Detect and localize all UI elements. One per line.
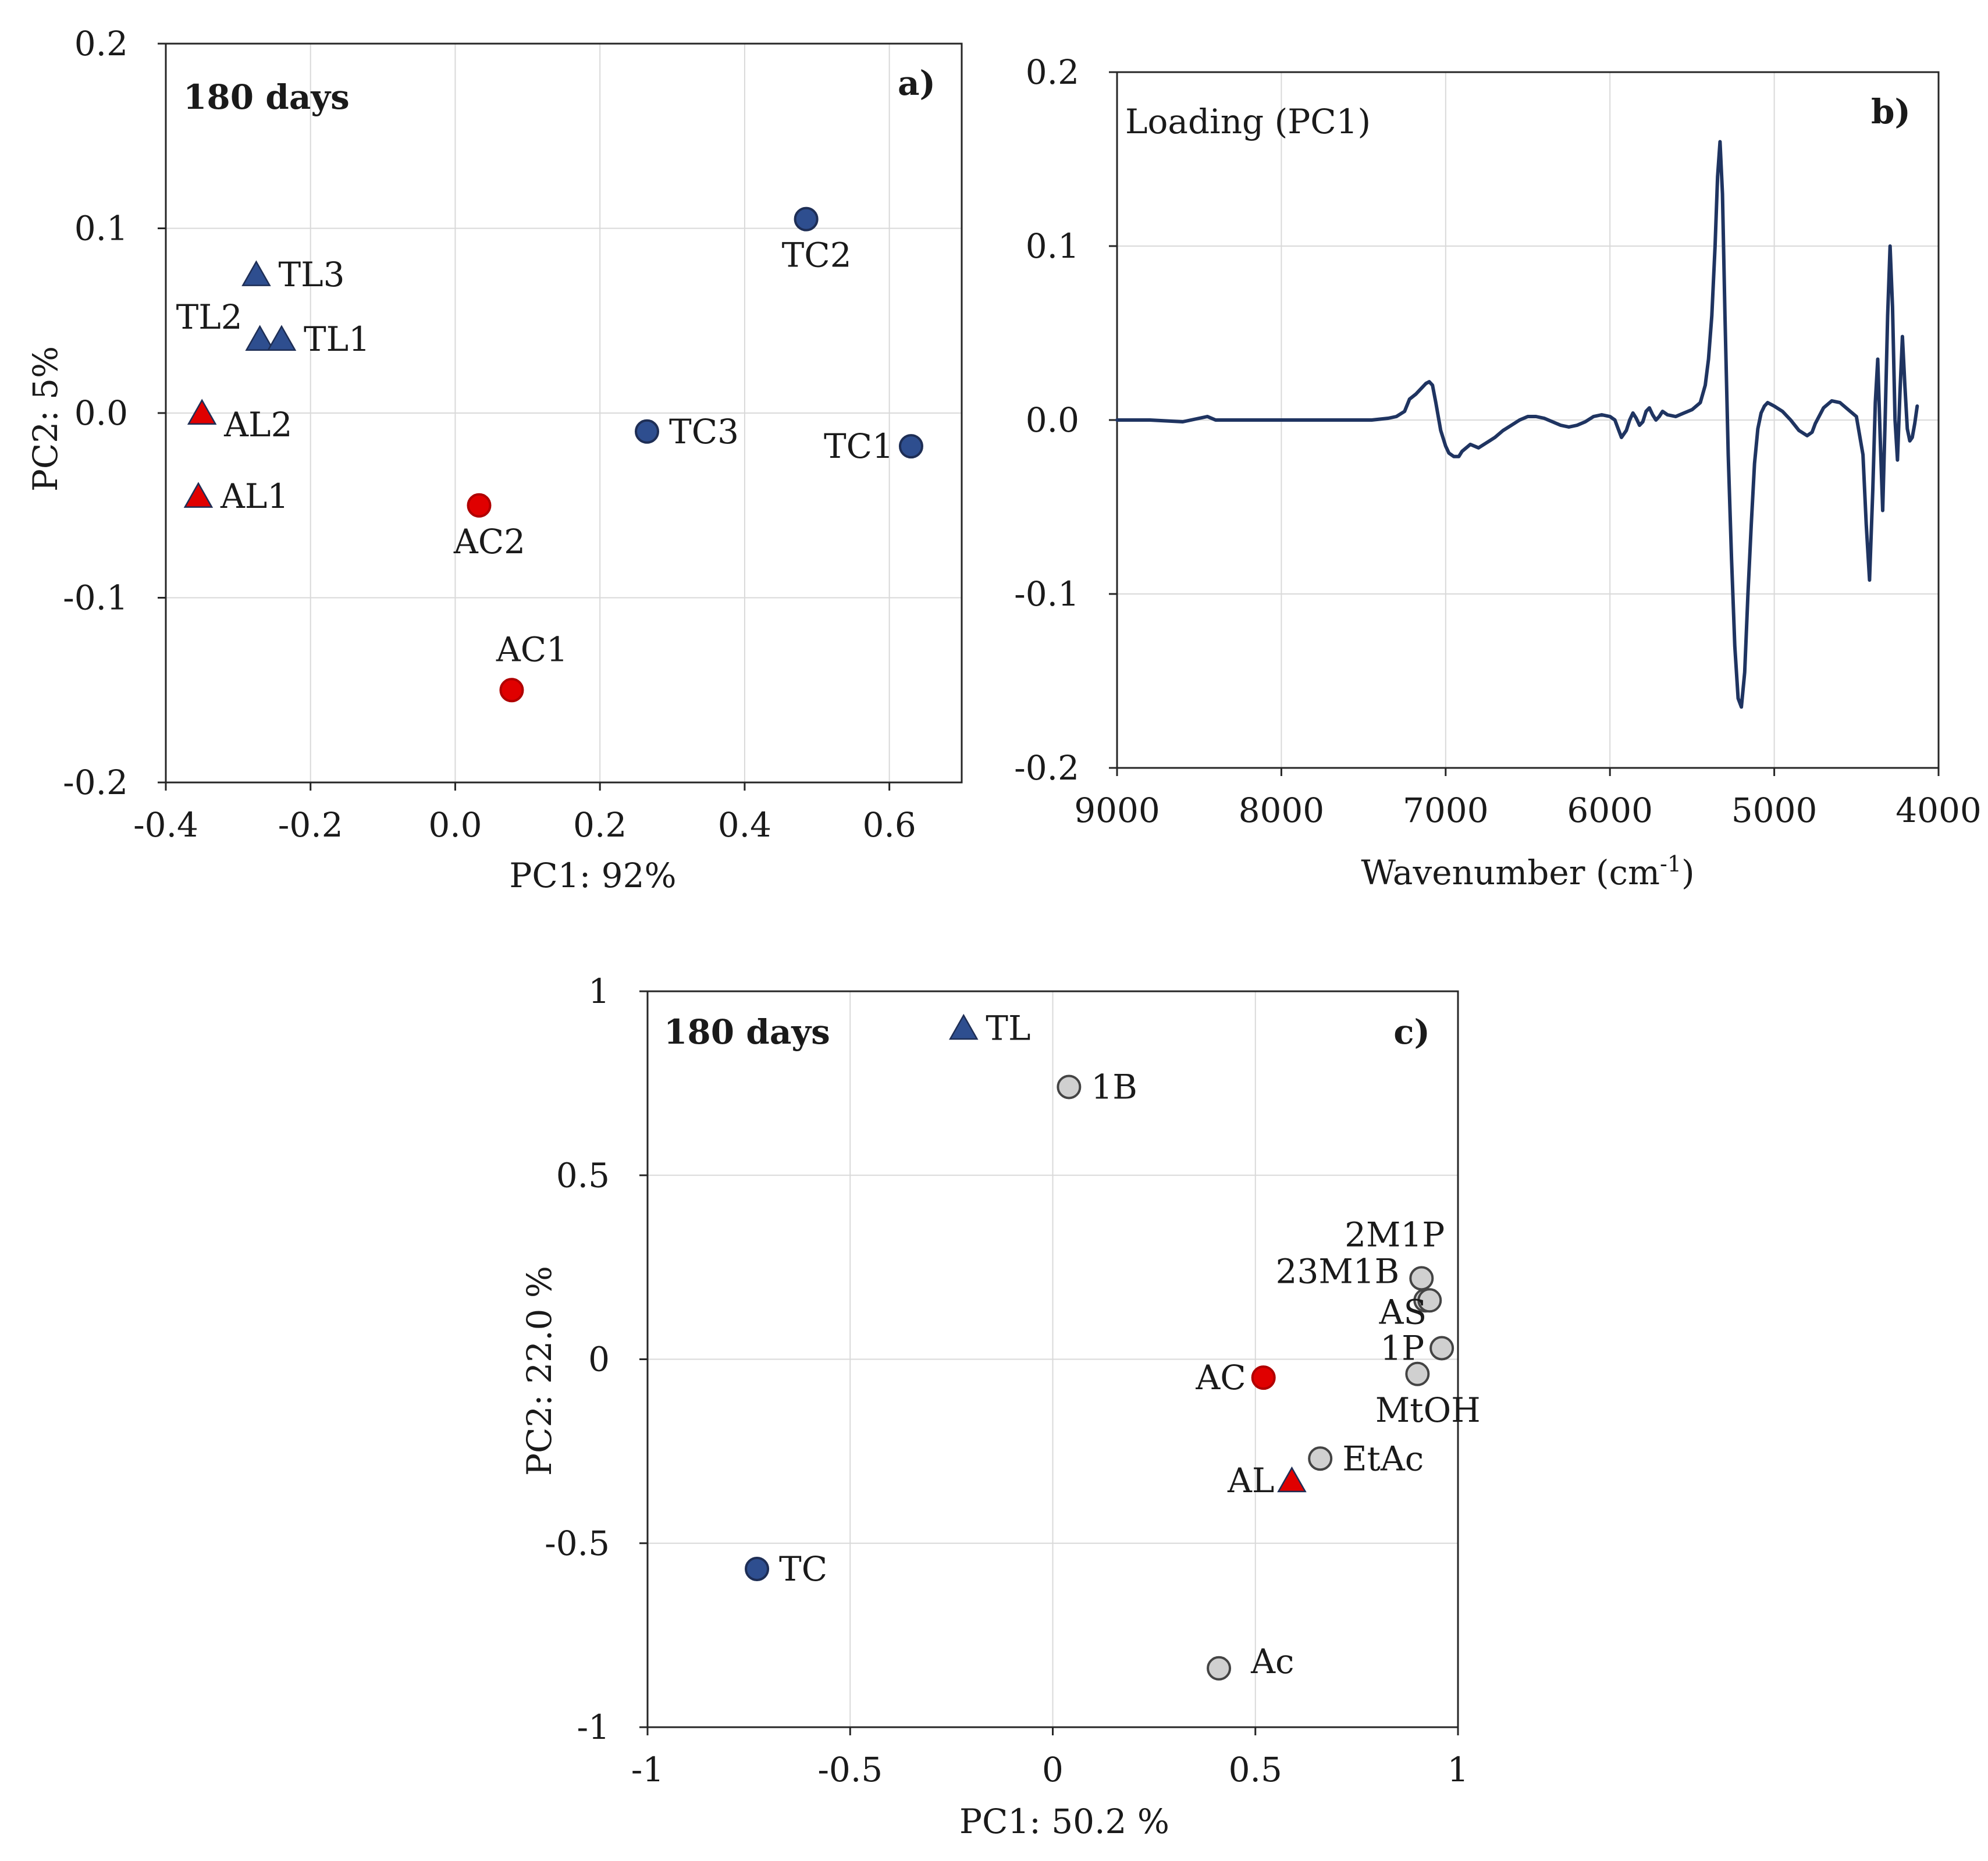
y-tick-label: 0.0 (74, 393, 128, 433)
point-label-AS: AS (1379, 1292, 1427, 1332)
x-tick-label: 5000 (1731, 791, 1818, 830)
y-tick-label: 0.1 (1026, 226, 1079, 266)
x-axis-title-superscript: -1 (1660, 851, 1681, 877)
y-tick-label: 0.5 (556, 1155, 610, 1195)
y-tick-label: -1 (577, 1707, 610, 1747)
y-tick-label: 0 (588, 1340, 610, 1379)
y-axis-title: PC2: 5% (26, 346, 65, 492)
x-tick-label: 0 (1042, 1750, 1064, 1789)
y-tick-label: -0.2 (1014, 748, 1079, 788)
point-label-AL: AL (1227, 1461, 1274, 1500)
panel-a-label: a) (898, 63, 936, 103)
x-tick-label: -1 (631, 1750, 664, 1789)
x-axis-title: PC1: 92% (509, 856, 676, 895)
point-marker-AC1 (500, 679, 522, 701)
point-label-TC1: TC1 (824, 426, 894, 466)
point-label-AC: AC (1195, 1358, 1246, 1397)
point-marker-EtAc (1309, 1447, 1331, 1469)
point-marker-AC2 (468, 494, 490, 517)
panel-c-title: 180 days (664, 1012, 830, 1052)
x-axis-title: PC1: 50.2 % (959, 1802, 1169, 1841)
point-marker-2M1P (1410, 1267, 1432, 1289)
x-tick-label: 0.6 (863, 805, 916, 845)
point-label-TL1: TL1 (304, 319, 370, 359)
x-tick-label: -0.4 (133, 805, 198, 845)
y-tick-label: 0.2 (74, 24, 128, 63)
y-tick-label: 0.0 (1026, 400, 1079, 440)
loading-annotation: Loading (PC1) (1125, 102, 1371, 141)
x-tick-label: 8000 (1239, 791, 1325, 830)
point-label-Ac: Ac (1250, 1642, 1294, 1681)
point-marker-TC1 (900, 435, 922, 457)
point-label-AC1: AC1 (496, 629, 568, 669)
point-label-AL1: AL1 (220, 476, 289, 516)
point-label-TL: TL (986, 1008, 1030, 1048)
point-label-2M1P: 2M1P (1345, 1215, 1445, 1254)
x-axis-title-end: ) (1681, 853, 1695, 892)
x-tick-label: 0.2 (573, 805, 627, 845)
point-label-AC2: AC2 (453, 522, 525, 561)
x-tick-label: 1 (1448, 1750, 1469, 1789)
point-label-TL2: TL2 (176, 297, 243, 337)
point-marker-MtOH (1406, 1363, 1428, 1385)
point-marker-1P (1431, 1337, 1453, 1360)
x-tick-label: 6000 (1567, 791, 1653, 830)
x-tick-label: 0.4 (718, 805, 771, 845)
y-tick-label: -0.1 (63, 578, 128, 618)
y-tick-label: -0.2 (63, 763, 128, 802)
point-label-MtOH: MtOH (1375, 1390, 1481, 1430)
panel-a-title: 180 days (183, 77, 350, 117)
point-label-TC3: TC3 (669, 412, 739, 451)
x-tick-label: -0.5 (817, 1750, 883, 1789)
point-marker-Ac (1208, 1657, 1230, 1679)
point-label-TC: TC (779, 1549, 827, 1589)
panel-b-label: b) (1871, 92, 1911, 131)
y-tick-label: 0.1 (74, 209, 128, 248)
x-axis-title-main: Wavenumber (cm (1361, 853, 1660, 892)
x-tick-label: 0.0 (428, 805, 482, 845)
point-marker-TC (746, 1558, 768, 1580)
x-tick-label: 9000 (1074, 791, 1160, 830)
point-label-23M1B: 23M1B (1276, 1251, 1400, 1291)
point-marker-AC (1253, 1367, 1275, 1389)
x-tick-label: 7000 (1403, 791, 1489, 830)
y-tick-label: 1 (588, 972, 610, 1011)
figure: -0.4 -0.2 0.0 0.2 0.4 0.6-0.2-0.10.00.10.2180… (0, 0, 1988, 1861)
x-tick-label: 4000 (1895, 791, 1982, 830)
point-marker-TC2 (795, 208, 817, 230)
point-label-EtAc: EtAc (1342, 1439, 1424, 1478)
point-label-TL3: TL3 (278, 255, 344, 294)
y-tick-label: -0.1 (1014, 574, 1079, 614)
point-marker-1B (1058, 1076, 1080, 1098)
panel-c-label: c) (1393, 1012, 1430, 1052)
y-tick-label: -0.5 (545, 1524, 610, 1563)
x-tick-label: -0.2 (278, 805, 343, 845)
x-tick-label: 0.5 (1229, 1750, 1282, 1789)
y-axis-title: PC2: 22.0 % (520, 1266, 559, 1476)
point-label-AL2: AL2 (223, 405, 292, 444)
y-tick-label: 0.2 (1026, 52, 1079, 92)
x-axis-title: Wavenumber (cm-1) (1361, 851, 1694, 892)
point-marker-TC3 (636, 421, 658, 443)
point-label-1B: 1B (1091, 1067, 1137, 1106)
point-label-TC2: TC2 (782, 236, 852, 275)
